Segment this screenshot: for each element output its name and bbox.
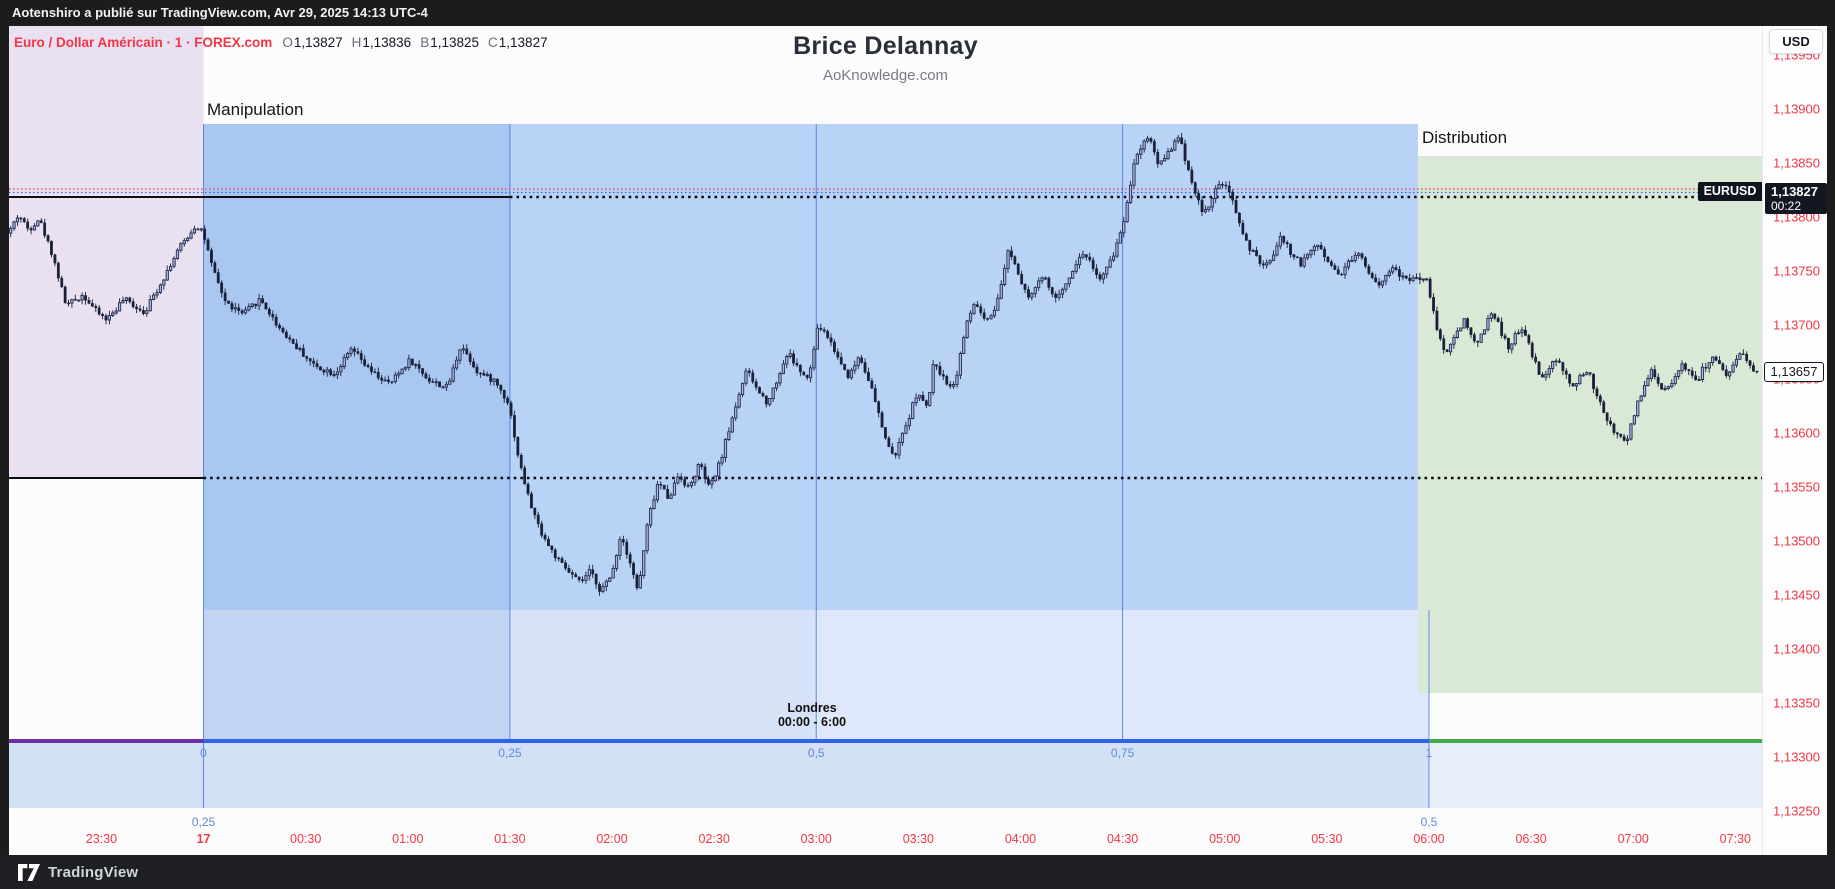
candles-down xyxy=(19,137,1759,592)
symbol-price-tag: EURUSD xyxy=(1698,182,1762,201)
price-axis[interactable]: 1,13950 1,13900 1,13850 1,13800 1,13750 1,137… xyxy=(1762,26,1827,855)
ohlc-key: B xyxy=(420,34,430,50)
price-axis-label: 1,13300 xyxy=(1773,749,1820,765)
ohlc-value: 1,13827 xyxy=(293,34,343,50)
price-axis-label: 1,13450 xyxy=(1773,587,1820,603)
footer-bar: TradingView xyxy=(0,855,1835,889)
session-line-london xyxy=(203,739,1429,743)
marker-price-value: 1,13827 xyxy=(1771,184,1818,199)
london-session-label[interactable]: Londres 00:00 - 6:00 xyxy=(732,701,892,729)
price-axis-label: 1,13600 xyxy=(1773,425,1820,441)
ohlc-value: 1,13836 xyxy=(362,34,412,50)
lower-band-blue xyxy=(9,743,1429,808)
price-axis-label: 1,13250 xyxy=(1773,803,1820,819)
symbol-title[interactable]: Euro / Dollar Américain · 1 · FOREX.com xyxy=(14,34,273,50)
tradingview-brand-text[interactable]: TradingView xyxy=(48,863,139,881)
manipulation-zone-label[interactable]: Manipulation xyxy=(207,100,304,119)
ohlc-value: 1,13825 xyxy=(430,34,480,50)
right-toolbar-strip xyxy=(1827,26,1835,855)
ohlc-pair: O 1,13827 xyxy=(282,35,342,50)
session-line-post xyxy=(1428,739,1762,743)
price-axis-label: 1,13750 xyxy=(1773,263,1820,279)
price-axis-label: 1,13500 xyxy=(1773,533,1820,549)
symbol-ohlc-row: Euro / Dollar Américain · 1 · FOREX.com … xyxy=(14,33,548,51)
publication-text: Aotenshiro a publié sur TradingView.com,… xyxy=(12,5,428,20)
ohlc-key: C xyxy=(488,34,498,50)
publication-bar: Aotenshiro a publié sur TradingView.com,… xyxy=(0,0,1835,26)
pre-session-zone xyxy=(9,26,204,478)
london-session-line2: 00:00 - 6:00 xyxy=(777,714,847,729)
candles-up xyxy=(9,137,1742,592)
price-axis-label: 1,13350 xyxy=(1773,695,1820,711)
currency-toggle-button[interactable]: USD xyxy=(1769,29,1823,54)
ohlc-pair: H 1,13836 xyxy=(352,35,412,50)
ohlc-value: 1,13827 xyxy=(498,34,548,50)
lower-band-light xyxy=(1428,743,1762,808)
distribution-zone-label[interactable]: Distribution xyxy=(1422,128,1508,147)
price-axis-label: 1,13850 xyxy=(1773,155,1820,171)
ohlc-values: O 1,13827 H 1,13836 B 1,13825 C 1,13827 xyxy=(282,35,547,50)
london-session-line1: Londres xyxy=(787,701,837,715)
price-axis-label: 1,13550 xyxy=(1773,479,1820,495)
session-line-pre xyxy=(9,739,204,743)
distribution-zone xyxy=(1418,156,1762,693)
ohlc-key: O xyxy=(282,34,293,50)
ohlc-pair: B 1,13825 xyxy=(420,35,479,50)
marker-price-box: 1,13827 00:22 xyxy=(1765,183,1827,214)
tradingview-logo-icon[interactable] xyxy=(18,863,40,881)
ohlc-pair: C 1,13827 xyxy=(488,35,548,50)
last-price-box: 1,13657 xyxy=(1764,362,1824,382)
price-axis-label: 1,13900 xyxy=(1773,101,1820,117)
price-axis-label: 1,13700 xyxy=(1773,317,1820,333)
first-quarter-overlay xyxy=(203,124,510,742)
price-axis-label: 1,13400 xyxy=(1773,641,1820,657)
marker-countdown: 00:22 xyxy=(1771,199,1802,213)
left-toolbar-strip xyxy=(0,26,9,855)
ohlc-key: H xyxy=(351,34,362,50)
